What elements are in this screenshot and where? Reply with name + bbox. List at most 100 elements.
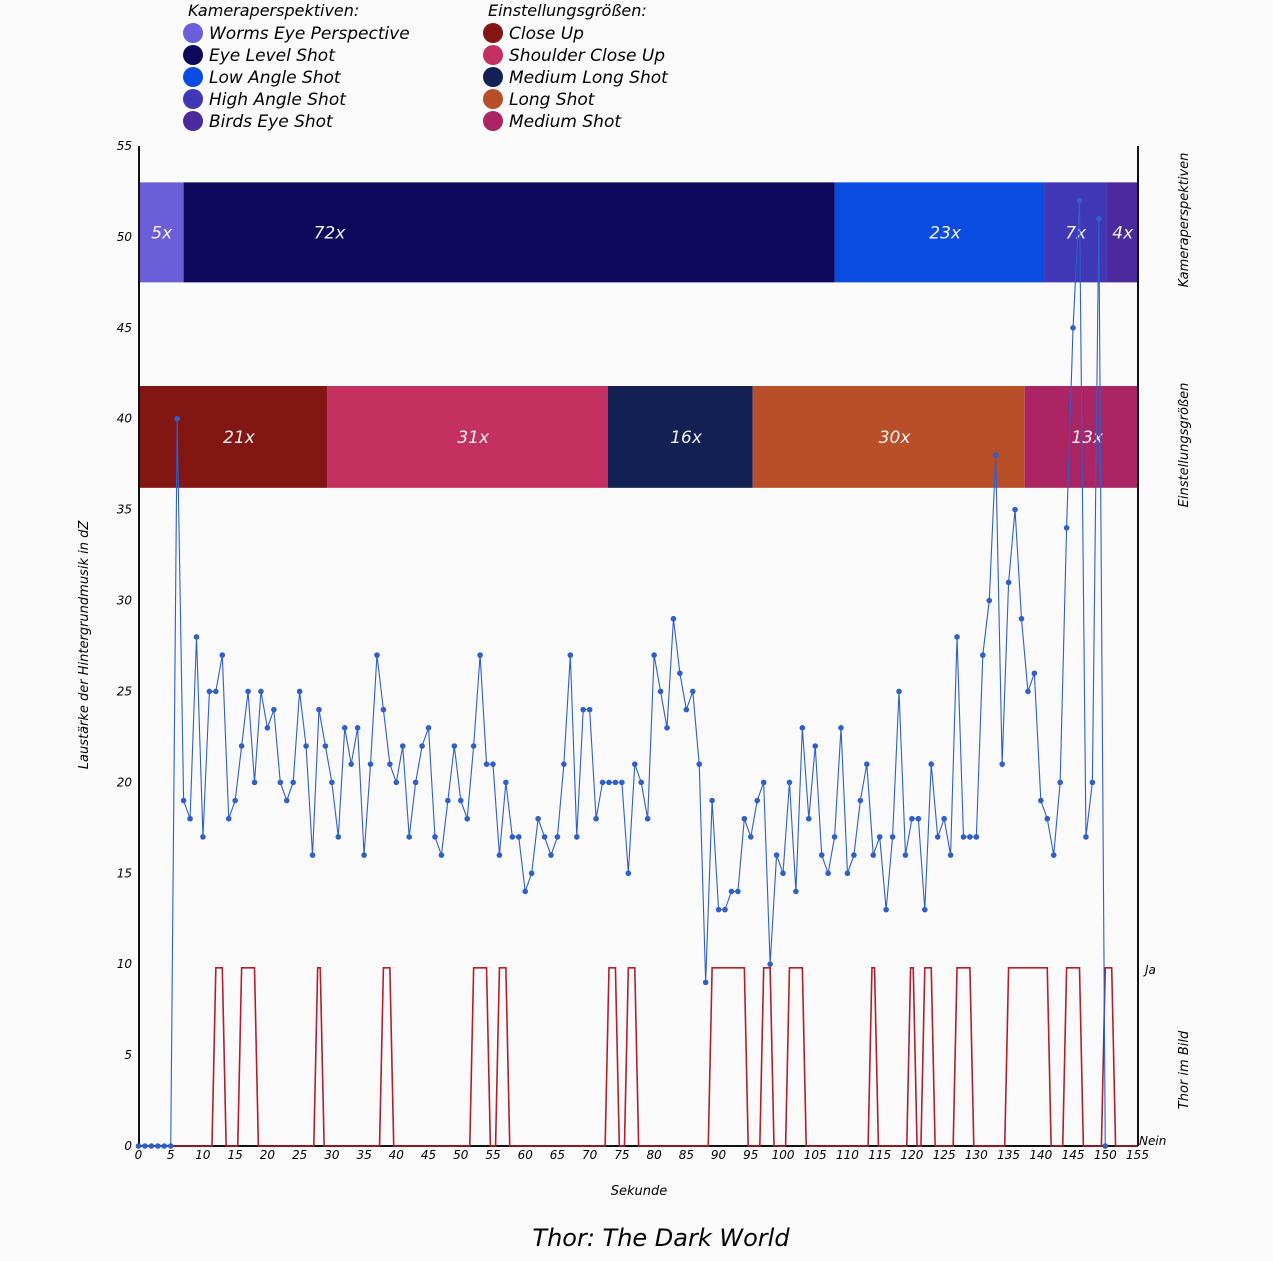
volume-point [238,743,245,749]
legend-perspective-label: Eye Level Shot [209,46,336,66]
volume-point [934,834,941,840]
volume-point [148,1143,155,1149]
volume-point [728,888,735,895]
volume-point [193,634,200,640]
legend: Kameraperspektiven: Einstellungsgrößen: … [183,1,669,132]
volume-point [799,725,806,731]
volume-point [638,779,645,786]
volume-point [412,779,419,786]
volume-point [219,652,226,658]
volume-point [864,761,870,767]
size-band-segment [752,386,1025,488]
volume-point [180,797,187,804]
volume-point [341,725,348,731]
x-tick-label: 110 [836,1148,859,1162]
volume-point [677,670,683,677]
volume-point [883,906,889,913]
volume-point [954,634,960,640]
volume-point [283,797,290,804]
x-tick-label: 75 [614,1148,629,1162]
volume-point [438,852,445,858]
x-tick-label: 60 [518,1148,534,1162]
volume-point [973,834,980,840]
x-tick-label: 65 [550,1148,565,1162]
x-tick-label: 155 [1126,1148,1149,1162]
volume-point [838,725,844,731]
volume-point [264,725,271,731]
volume-point [515,834,522,840]
volume-point [651,652,657,658]
volume-point [844,870,851,877]
volume-point [999,761,1005,767]
volume-line [138,200,1106,1147]
volume-point [522,888,529,895]
volume-point [760,779,767,786]
x-tick-label: 90 [711,1148,727,1162]
x-tick-label: 115 [868,1148,891,1162]
volume-point [155,1143,161,1149]
legend-perspective-swatch [183,45,203,65]
perspective-band-segment-label: 23x [929,223,962,243]
volume-point [187,815,193,822]
x-tick-label: 80 [646,1148,662,1162]
x-tick-label: 130 [965,1148,988,1162]
x-axis-label: Sekunde [611,1184,668,1199]
volume-point [290,779,296,786]
volume-point [715,906,722,913]
volume-point [457,797,464,804]
volume-point [271,706,277,713]
perspective-band-segment [1106,182,1138,283]
volume-point [445,797,451,804]
volume-point [470,743,477,749]
volume-point [548,852,554,858]
volume-point [167,1143,174,1149]
bands: 5x 72x 23x 7x 4x 21x 31x 16x 30x 13x [139,182,1138,488]
legend-perspective-swatch [183,111,203,131]
volume-point [896,688,902,695]
y-tick-label: 5 [124,1048,132,1062]
volume-point [625,870,632,877]
perspective-band-segment [834,182,1045,283]
right-label-size: Einstellungsgrößen [1177,383,1192,508]
x-tick-label: 35 [356,1148,371,1162]
volume-point [722,906,728,913]
volume-point [393,779,400,786]
x-tick-label: 20 [260,1148,276,1162]
volume-point [793,888,799,895]
x-tick-label: 150 [1094,1148,1117,1162]
volume-point [329,779,335,786]
volume-point [1038,797,1044,804]
y-tick-label: 35 [117,503,132,517]
right-label-perspective: Kameraperspektiven [1177,153,1192,288]
volume-point [425,725,432,731]
legend-size-swatch [483,45,503,65]
y-tick-label: 40 [117,412,133,426]
legend-size-label: Medium Shot [509,112,622,132]
volume-point [245,688,251,695]
volume-point [754,797,761,804]
volume-point [960,834,967,840]
volume-point [541,834,548,840]
volume-point [206,688,213,695]
volume-point [780,870,786,877]
x-tick-label: 125 [933,1148,956,1162]
volume-point [1083,834,1089,840]
x-tick-label: 120 [900,1148,923,1162]
thor-line [138,967,1138,1147]
volume-point [464,815,471,822]
y-tick-label: 10 [117,957,133,971]
volume-point [805,815,812,822]
volume-point [200,834,206,840]
perspective-band-segment [1044,182,1107,283]
volume-point [483,761,490,767]
volume-point [374,652,380,658]
chart-title: Thor: The Dark World [532,1224,790,1252]
volume-point [399,743,406,749]
volume-point [1044,815,1051,822]
y-tick-label: 45 [117,321,132,335]
volume-point [631,761,638,767]
volume-point [451,743,458,749]
right-label-no: Nein [1139,1134,1166,1148]
